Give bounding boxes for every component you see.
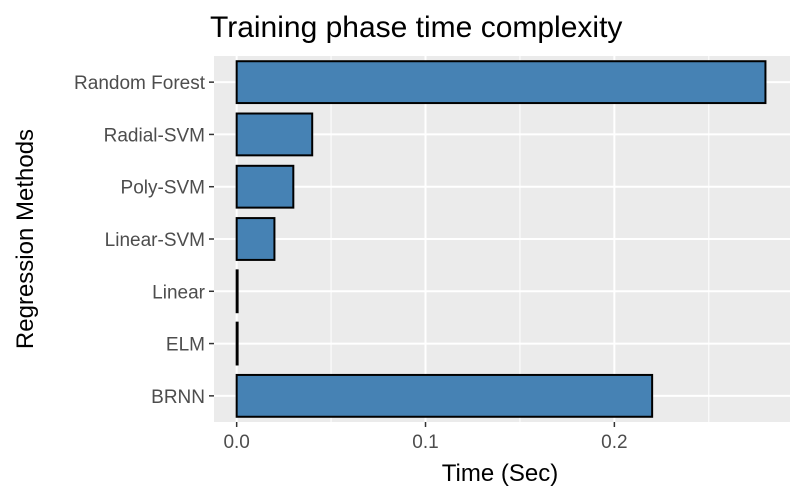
bars	[235, 60, 767, 418]
y-tick-label: Linear-SVM	[105, 230, 205, 251]
y-tick-label: ELM	[166, 335, 205, 356]
y-tick-label: Random Forest	[74, 73, 206, 94]
x-tick-label: 0.1	[412, 432, 438, 453]
bar-random-forest	[235, 60, 767, 105]
y-tick-label: BRNN	[151, 387, 205, 408]
bar-elm	[235, 321, 239, 366]
x-tick-label: 0.2	[601, 432, 627, 453]
x-axis-title: Time (Sec)	[442, 460, 558, 487]
bar-linear	[235, 269, 239, 314]
x-axis: 0.0 0.1 0.2	[223, 422, 628, 453]
y-axis: Random Forest Radial-SVM Poly-SVM Linear-SV…	[74, 73, 214, 408]
x-tick-label: 0.0	[223, 432, 249, 453]
bar-linear-svm	[235, 217, 276, 261]
y-axis-title: Regression Methods	[12, 129, 39, 349]
y-tick-label: Radial-SVM	[104, 125, 205, 146]
y-tick-label: Poly-SVM	[121, 178, 205, 199]
bar-brnn	[235, 373, 654, 418]
bar-poly-svm	[235, 164, 295, 209]
y-tick-label: Linear	[152, 282, 205, 303]
bar-radial-svm	[235, 112, 314, 157]
chart-title: Training phase time complexity	[210, 11, 622, 44]
